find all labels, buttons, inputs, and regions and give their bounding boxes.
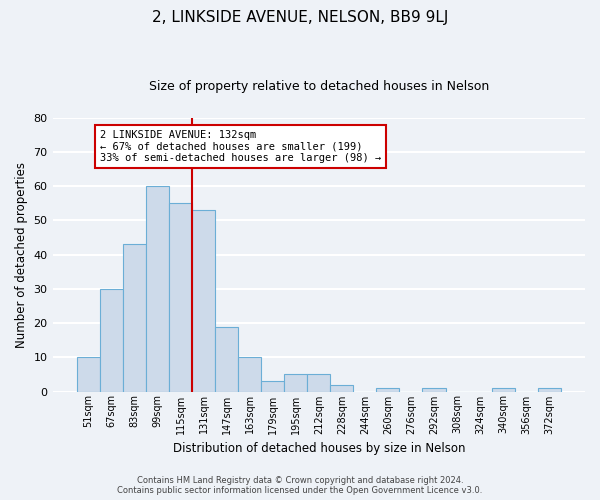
Text: Contains HM Land Registry data © Crown copyright and database right 2024.
Contai: Contains HM Land Registry data © Crown c… <box>118 476 482 495</box>
Bar <box>169 204 192 392</box>
Title: Size of property relative to detached houses in Nelson: Size of property relative to detached ho… <box>149 80 489 93</box>
Bar <box>261 381 284 392</box>
Bar <box>376 388 400 392</box>
Bar <box>146 186 169 392</box>
Text: 2 LINKSIDE AVENUE: 132sqm
← 67% of detached houses are smaller (199)
33% of semi: 2 LINKSIDE AVENUE: 132sqm ← 67% of detac… <box>100 130 381 163</box>
Bar <box>538 388 561 392</box>
Text: 2, LINKSIDE AVENUE, NELSON, BB9 9LJ: 2, LINKSIDE AVENUE, NELSON, BB9 9LJ <box>152 10 448 25</box>
X-axis label: Distribution of detached houses by size in Nelson: Distribution of detached houses by size … <box>173 442 465 455</box>
Bar <box>215 326 238 392</box>
Bar <box>238 358 261 392</box>
Bar <box>422 388 446 392</box>
Bar <box>491 388 515 392</box>
Bar <box>307 374 330 392</box>
Bar <box>330 384 353 392</box>
Bar <box>100 289 123 392</box>
Bar <box>77 358 100 392</box>
Bar <box>123 244 146 392</box>
Bar <box>192 210 215 392</box>
Y-axis label: Number of detached properties: Number of detached properties <box>15 162 28 348</box>
Bar <box>284 374 307 392</box>
